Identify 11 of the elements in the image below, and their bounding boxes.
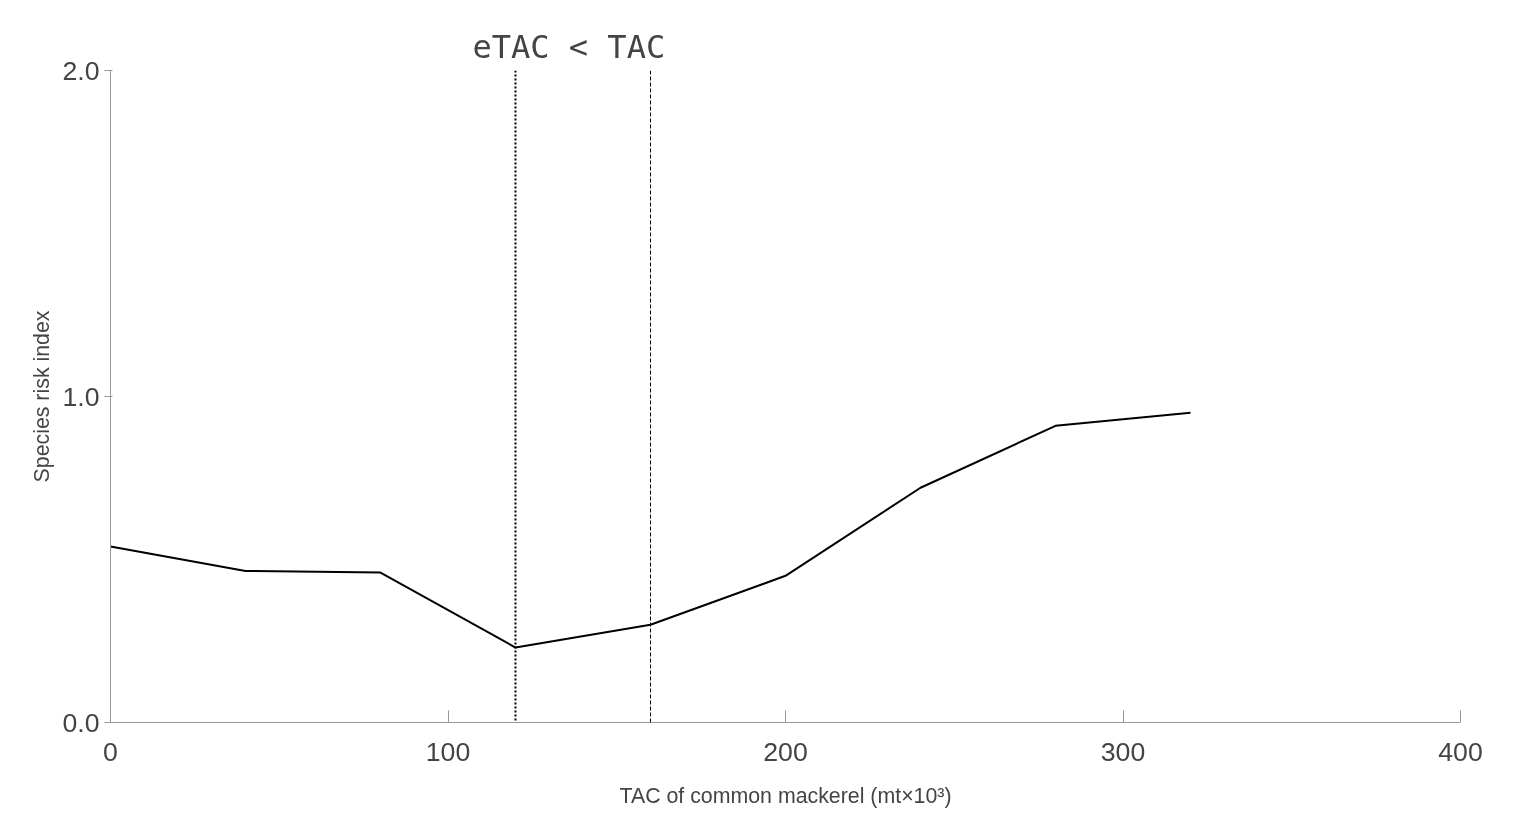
x-tick-label: 300	[1100, 736, 1146, 767]
text: eTAC < TAC	[472, 27, 666, 66]
x-tick-label: 100	[425, 736, 471, 767]
y-tick-label: 2.0	[62, 55, 100, 86]
x-tick-label: 0	[103, 736, 118, 767]
y-axis-title: Species risk index	[30, 310, 55, 483]
x-tick-label: 400	[1438, 736, 1483, 767]
x-tick-label: 200	[763, 736, 808, 767]
x-axis-title: TAC of common mackerel (mt×10³)	[619, 783, 952, 808]
y-tick-label: 1.0	[62, 381, 100, 412]
y-tick-label: 0.0	[62, 707, 100, 738]
